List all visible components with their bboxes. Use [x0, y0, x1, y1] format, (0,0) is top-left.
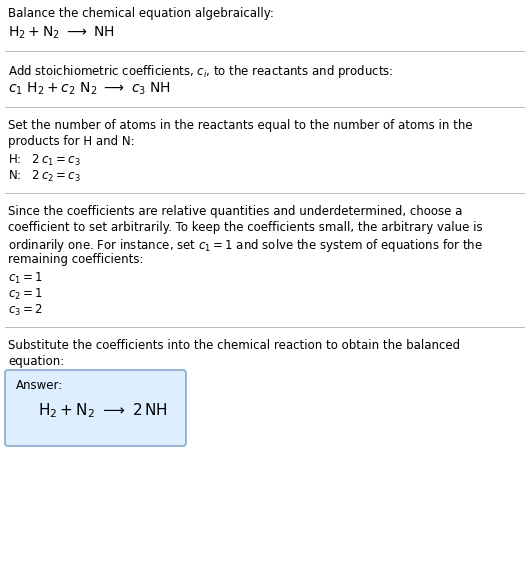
Text: $c_1\ \mathrm{H_2} + c_2\ \mathrm{N_2} \ \longrightarrow \ c_3\ \mathrm{NH}$: $c_1\ \mathrm{H_2} + c_2\ \mathrm{N_2} \… — [8, 81, 171, 98]
Text: products for H and N:: products for H and N: — [8, 135, 134, 148]
Text: Add stoichiometric coefficients, $c_i$, to the reactants and products:: Add stoichiometric coefficients, $c_i$, … — [8, 63, 394, 80]
Text: Set the number of atoms in the reactants equal to the number of atoms in the: Set the number of atoms in the reactants… — [8, 119, 472, 132]
Text: remaining coefficients:: remaining coefficients: — [8, 253, 143, 266]
Text: $\mathrm{H_2 + N_2 \ \longrightarrow \ 2\,NH}$: $\mathrm{H_2 + N_2 \ \longrightarrow \ 2… — [38, 401, 167, 420]
Text: $c_1 = 1$: $c_1 = 1$ — [8, 271, 43, 286]
Text: $c_2 = 1$: $c_2 = 1$ — [8, 287, 43, 302]
Text: coefficient to set arbitrarily. To keep the coefficients small, the arbitrary va: coefficient to set arbitrarily. To keep … — [8, 221, 482, 234]
Text: equation:: equation: — [8, 355, 64, 368]
Text: $c_3 = 2$: $c_3 = 2$ — [8, 303, 43, 318]
Text: $\mathrm{H_2 + N_2 \ \longrightarrow \ NH}$: $\mathrm{H_2 + N_2 \ \longrightarrow \ N… — [8, 25, 115, 41]
Text: Balance the chemical equation algebraically:: Balance the chemical equation algebraica… — [8, 7, 274, 20]
Text: Since the coefficients are relative quantities and underdetermined, choose a: Since the coefficients are relative quan… — [8, 205, 462, 218]
Text: Answer:: Answer: — [16, 379, 63, 392]
Text: N:   $2\,c_2 = c_3$: N: $2\,c_2 = c_3$ — [8, 169, 81, 184]
Text: ordinarily one. For instance, set $c_1 = 1$ and solve the system of equations fo: ordinarily one. For instance, set $c_1 =… — [8, 237, 483, 254]
FancyBboxPatch shape — [5, 370, 186, 446]
Text: Substitute the coefficients into the chemical reaction to obtain the balanced: Substitute the coefficients into the che… — [8, 339, 460, 352]
Text: H:   $2\,c_1 = c_3$: H: $2\,c_1 = c_3$ — [8, 153, 81, 168]
